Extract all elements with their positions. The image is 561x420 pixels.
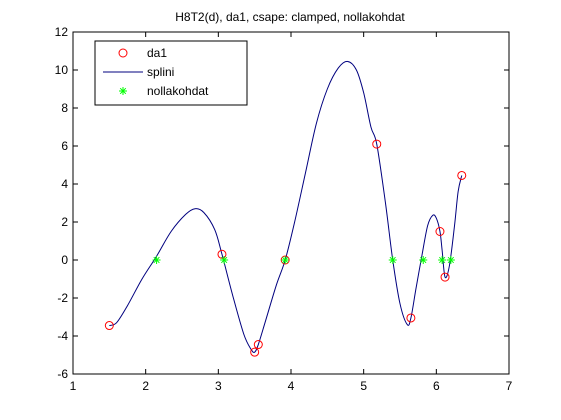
x-tick-label: 5: [360, 379, 367, 393]
data-point-nollakohdat: [419, 256, 428, 264]
asterisk-stroke: [438, 256, 446, 264]
x-tick-label: 3: [215, 379, 222, 393]
data-point-da1: [253, 340, 263, 350]
chart-title: H8T2(d), da1, csape: clamped, nollakohda…: [175, 10, 405, 24]
x-tick-label: 2: [142, 379, 149, 393]
data-point-nollakohdat: [388, 256, 397, 264]
legend-swatch-nollakohdat: [119, 87, 127, 95]
data-point-nollakohdat: [281, 256, 290, 264]
y-tick-label: 6: [61, 139, 68, 153]
asterisk-stroke: [119, 87, 127, 95]
asterisk-stroke: [220, 256, 228, 264]
data-point-nollakohdat: [220, 256, 229, 264]
x-tick-label: 7: [506, 379, 513, 393]
y-tick-label: 10: [55, 63, 69, 77]
asterisk-stroke: [389, 256, 396, 264]
y-tick-label: 12: [55, 25, 69, 39]
y-tick-label: 0: [61, 253, 68, 267]
asterisk-stroke: [153, 256, 160, 264]
legend-label-splini: splini: [147, 65, 174, 79]
y-tick-label: 4: [61, 177, 68, 191]
data-point-da1: [250, 347, 260, 357]
y-tick-label: -6: [57, 367, 68, 381]
x-tick-label: 6: [433, 379, 440, 393]
data-point-da1: [435, 227, 445, 236]
legend: da1 splini nollakohdat: [94, 40, 248, 106]
data-point-da1: [440, 272, 450, 282]
legend-label-da1: da1: [147, 46, 167, 60]
y-tick-label: -2: [57, 291, 68, 305]
x-tick-label: 1: [70, 379, 77, 393]
data-point-da1: [457, 170, 467, 180]
y-tick-label: 8: [61, 101, 68, 115]
legend-swatch-da1: [118, 48, 128, 58]
data-point-nollakohdat: [438, 256, 447, 264]
asterisk-stroke: [282, 256, 289, 264]
x-tick-label: 4: [288, 379, 295, 393]
y-tick-label: -4: [57, 329, 68, 343]
data-point-nollakohdat: [446, 256, 455, 264]
y-tick-label: 2: [61, 215, 68, 229]
data-point-da1: [372, 139, 382, 149]
asterisk-stroke: [420, 256, 427, 264]
data-point-da1: [104, 321, 114, 331]
data-point-nollakohdat: [152, 256, 161, 264]
legend-box: [94, 40, 248, 106]
asterisk-stroke: [447, 256, 455, 264]
series-line-splini: [109, 60, 463, 353]
data-point-da1: [406, 313, 416, 323]
legend-label-nollakohdat: nollakohdat: [147, 84, 209, 98]
